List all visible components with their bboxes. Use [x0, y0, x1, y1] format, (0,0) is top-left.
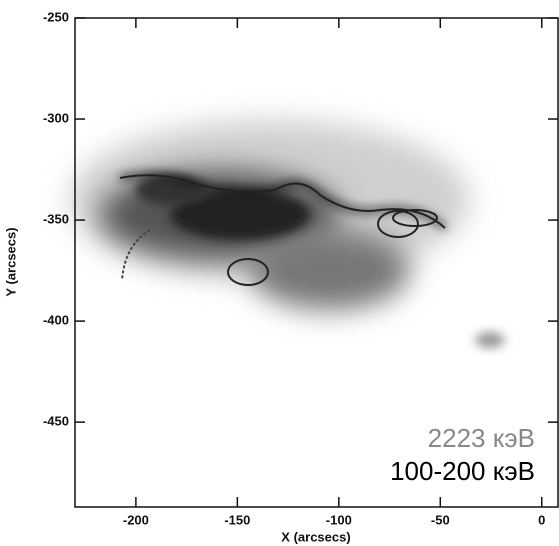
x-tick-label: -50 [431, 512, 450, 527]
x-tick-label: -150 [224, 512, 250, 527]
annotation: 2223 кэВ [428, 423, 535, 453]
y-tick-label: -250 [43, 9, 69, 24]
x-tick-label: -100 [326, 512, 352, 527]
y-tick-label: -300 [43, 110, 69, 125]
y-axis-label: Y (arcsecs) [3, 227, 18, 296]
x-tick-label: -200 [123, 512, 149, 527]
annotation: 100-200 кэВ [390, 456, 535, 486]
flare-image [70, 120, 505, 348]
x-axis-label: X (arcsecs) [281, 529, 350, 544]
plot-frame [74, 17, 559, 508]
y-tick-label: -450 [43, 414, 69, 429]
y-tick-label: -400 [43, 313, 69, 328]
x-tick-label: 0 [538, 512, 545, 527]
y-tick-label: -350 [43, 212, 69, 227]
